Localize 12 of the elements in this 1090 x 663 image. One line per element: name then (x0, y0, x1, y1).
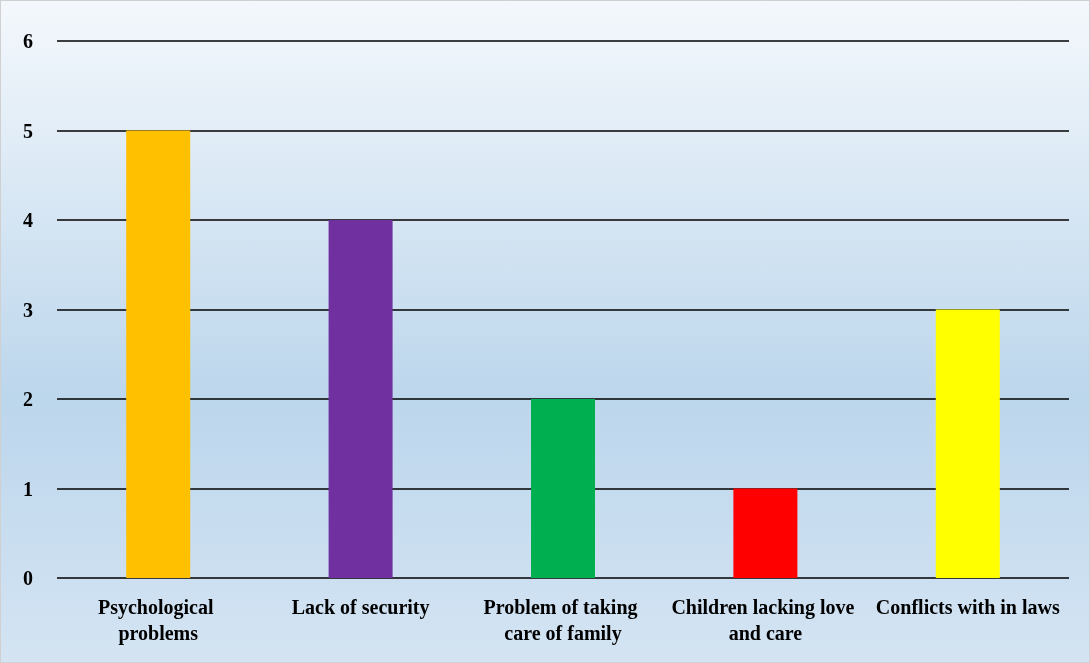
x-tick-label: Conflicts with in laws (875, 596, 1060, 618)
y-tick-label: 5 (23, 119, 33, 142)
y-tick-label: 2 (23, 388, 33, 410)
x-tick-label: Problem of taking care of family (483, 596, 643, 645)
y-tick-label: 6 (23, 30, 33, 52)
x-tick-label: Psychological problems (97, 596, 219, 645)
x-tick-label: Children lacking love and care (671, 596, 860, 644)
y-tick-label: 1 (23, 477, 33, 500)
y-tick-label: 4 (23, 209, 33, 231)
y-tick-label: 3 (23, 298, 33, 321)
y-tick-label: 0 (23, 567, 33, 589)
x-tick-label: Lack of security (291, 596, 430, 619)
